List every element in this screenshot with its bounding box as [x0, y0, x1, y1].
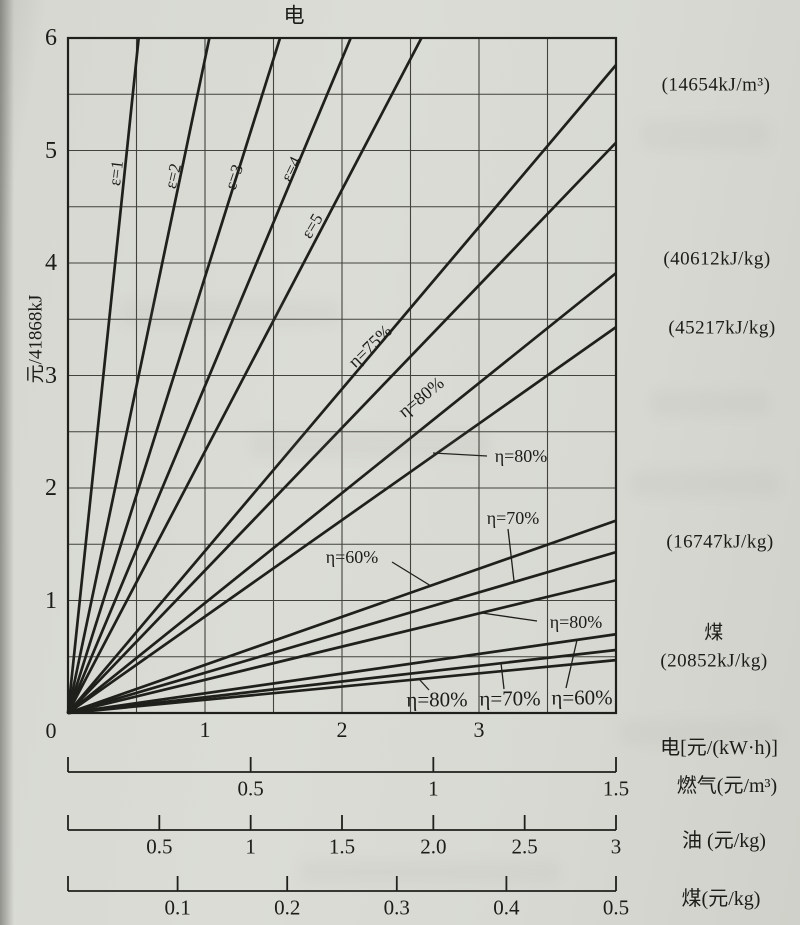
annotation-oil45217-heating-value: (45217kJ/kg)	[668, 317, 776, 339]
cost-line-e2	[66, 37, 211, 714]
scalebar-label-coal-0.1: 0.1	[164, 895, 191, 920]
annotation-coal-name: 煤	[704, 622, 724, 644]
cost-line-gas80	[67, 141, 617, 714]
cost-line-c20852_60	[67, 632, 617, 715]
scalebar-label-oil-1.5: 1.5	[328, 834, 356, 859]
annotation-coal16747-heating-value: (16747kJ/kg)	[666, 531, 774, 553]
cost-line-c20852_70	[67, 648, 617, 715]
y-tick-label-5: 5	[45, 137, 57, 164]
axis-title-oil: 油 (元/kg)	[682, 830, 766, 852]
top-axis-label-electricity: 电	[283, 3, 305, 28]
cost-line-c16747_70	[67, 550, 617, 715]
leader-c16747_80	[481, 612, 538, 622]
scalebar-label-oil-2.5: 2.5	[511, 834, 538, 859]
y-tick-label-6: 6	[45, 25, 57, 51]
line-label-oil45217_80: η=80%	[494, 446, 548, 466]
axis-title-electricity: 电[元/(kW·h)]	[660, 737, 778, 759]
axis-title-gas: 燃气(元/m³)	[676, 775, 778, 797]
leader-c20852_70	[500, 662, 505, 690]
origin-tick-label: 0	[45, 718, 57, 743]
cost-line-c16747_60	[67, 519, 617, 715]
cost-line-e3	[66, 37, 282, 714]
cost-line-e5	[66, 37, 423, 714]
y-tick-label-1: 1	[45, 587, 57, 614]
line-label-c16747_70: η=70%	[486, 508, 540, 528]
leader-c20852_80	[418, 678, 430, 691]
y-tick-label-2: 2	[45, 475, 57, 501]
cost-line-oil45217_80	[67, 326, 617, 715]
leader-c16747_60	[391, 561, 432, 587]
plot-border	[66, 36, 618, 715]
leader-oil45217_80	[432, 452, 488, 457]
scalebar-label-oil-1: 1	[245, 834, 256, 859]
cost-line-e1	[66, 37, 141, 714]
line-label-e1: ε=1	[105, 159, 127, 187]
axis-title-coal: 煤(元/kg)	[681, 888, 761, 910]
scalebar-label-coal-0.5: 0.5	[602, 895, 630, 920]
annotation-oil40612-heating-value: (40612kJ/kg)	[663, 248, 771, 270]
line-label-c16747_60: η=60%	[325, 547, 379, 567]
y-tick-label-3: 3	[45, 362, 57, 389]
scalebar-label-oil-3: 3	[610, 834, 622, 859]
scalebar-label-gas-1.5: 1.5	[602, 776, 630, 801]
leader-c20852_60	[565, 639, 578, 689]
cost-line-gas75	[66, 64, 618, 714]
x-tick-label-1: 1	[199, 717, 211, 742]
scalebar-label-oil-2.0: 2.0	[420, 834, 447, 859]
cost-line-e4	[66, 37, 353, 714]
line-label-c20852_80: η=80%	[406, 687, 468, 712]
line-label-c16747_80: η=80%	[549, 612, 603, 632]
leader-c16747_70	[507, 528, 515, 582]
x-tick-label-2: 2	[336, 717, 348, 742]
scalebar-label-coal-0.3: 0.3	[383, 895, 410, 920]
scalebar-label-gas-1: 1	[428, 776, 439, 801]
line-label-c20852_70: η=70%	[479, 686, 541, 711]
scalebar-label-oil-0.5: 0.5	[146, 834, 173, 859]
cost-line-oil40612_80	[67, 272, 617, 715]
annotation-gas-heating-value: (14654kJ/m³)	[661, 74, 771, 96]
cost-line-c16747_80	[67, 578, 617, 715]
annotation-coal20852-heating-value: (20852kJ/kg)	[660, 650, 768, 672]
cost-line-c20852_80	[67, 658, 617, 715]
line-label-c20852_60: η=60%	[551, 685, 613, 710]
scalebar-label-coal-0.4: 0.4	[493, 895, 520, 920]
y-tick-label-4: 4	[45, 250, 57, 276]
scalebar-label-gas-0.5: 0.5	[237, 776, 264, 801]
y-axis-title: 元/41868kJ	[25, 294, 47, 384]
scalebar-label-coal-0.2: 0.2	[274, 895, 301, 920]
x-tick-label-3: 3	[473, 717, 485, 742]
